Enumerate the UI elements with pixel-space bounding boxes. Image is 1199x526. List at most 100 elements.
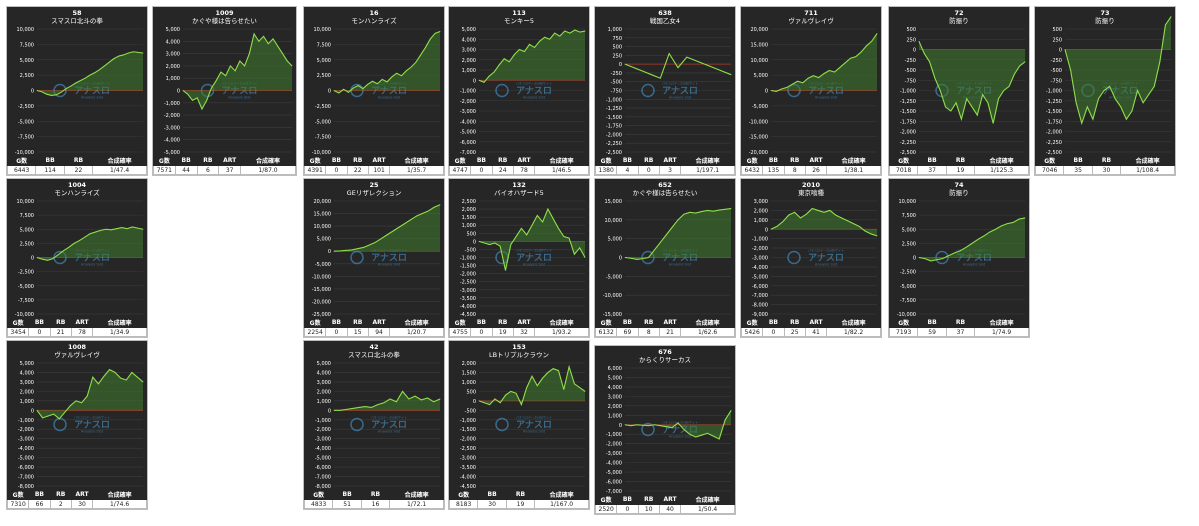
data-point (515, 392, 517, 394)
data-point (712, 67, 714, 69)
y-tick-label: -4,000 (164, 138, 180, 144)
stats-value: 37 (917, 165, 947, 175)
data-point (829, 210, 831, 211)
y-tick-label: -4,000 (315, 446, 331, 452)
y-tick-label: -6,000 (18, 465, 34, 471)
stats-value: 1/35.7 (389, 165, 444, 175)
stats-value: 135 (762, 165, 785, 175)
stats-header: BB (470, 317, 493, 328)
y-tick-label: -500 (465, 408, 476, 414)
stats-value: 26 (804, 165, 828, 175)
watermark-sub-text: Analysis Slot (963, 263, 986, 267)
data-point (51, 95, 52, 96)
stats-header: 合成確率 (534, 155, 589, 166)
data-point (58, 418, 60, 420)
y-tick-label: -250 (1051, 58, 1062, 64)
stats-value: 4747 (448, 165, 472, 175)
data-point (671, 226, 673, 228)
data-point (220, 71, 222, 73)
data-point (348, 91, 349, 93)
data-point (574, 383, 575, 385)
y-tick-label: -5,000 (315, 456, 331, 462)
y-tick-label: 2,000 (462, 58, 476, 64)
data-point (118, 55, 120, 57)
data-point (1086, 106, 1088, 108)
y-tick-label: -2,000 (606, 132, 622, 138)
series-line (624, 52, 732, 79)
stats-header: BB (325, 317, 348, 328)
stats-value-row: 7018 37 19 1/125.3 (888, 165, 1029, 175)
data-point (630, 425, 632, 427)
data-point (817, 210, 819, 211)
data-point (536, 215, 538, 216)
data-point (267, 43, 269, 45)
y-tick-label: 5,000 (608, 237, 622, 243)
series-area (334, 204, 440, 252)
data-point (876, 235, 878, 237)
stats-value: 0 (28, 327, 51, 337)
data-point (802, 82, 804, 84)
data-point (47, 259, 48, 261)
data-point (244, 65, 246, 67)
data-point (79, 240, 80, 241)
machine-number: 132 (512, 181, 526, 189)
data-point (70, 85, 72, 87)
data-point (942, 258, 943, 260)
data-point (215, 80, 217, 82)
data-point (939, 90, 941, 91)
stats-header: 合成確率 (92, 155, 147, 166)
data-point (850, 57, 851, 59)
data-point (834, 71, 835, 73)
stats-table: G数 BB RB 合成確率 7018 37 19 1/125.3 (888, 155, 1029, 175)
data-point (420, 399, 422, 401)
y-tick-label: -4,000 (460, 475, 476, 481)
stats-header: 合成確率 (92, 317, 147, 328)
data-point (770, 90, 772, 91)
y-tick-label: -2,500 (900, 270, 916, 276)
data-point (503, 58, 505, 60)
data-point (579, 387, 581, 388)
watermark-sub-text: Analysis Slot (523, 430, 546, 434)
watermark-globe-icon (495, 83, 509, 98)
data-point (971, 242, 973, 244)
data-point (788, 214, 790, 216)
y-tick-label: -7,000 (460, 150, 476, 156)
y-tick-label: 0 (473, 78, 476, 84)
data-point (433, 401, 435, 403)
watermark-sub-text: Analysis Slot (669, 435, 692, 439)
stats-value: 1/62.6 (680, 327, 735, 337)
stats-value: 41 (804, 327, 828, 337)
data-point (103, 375, 105, 377)
data-point (677, 67, 679, 69)
data-point (46, 93, 48, 95)
data-point (791, 83, 793, 85)
data-point (239, 60, 241, 62)
y-tick-label: -750 (905, 78, 916, 84)
stats-header: BB (477, 489, 507, 500)
data-point (552, 368, 554, 370)
stats-table: G数 BB RB 合成確率 7193 59 37 1/74.9 (888, 317, 1029, 337)
series-area (479, 30, 585, 83)
stats-value-row: 4747 0 24 78 1/46.5 (448, 165, 589, 175)
y-tick-label: -2,500 (315, 104, 331, 110)
stats-header: G数 (153, 155, 176, 166)
data-point (434, 32, 436, 34)
data-point (104, 65, 105, 67)
stats-header: RB (49, 489, 72, 500)
machine-chart-card: 638 戦国乙女4 1,000 750 500 250 0 -250 -500 -750 -1,00… (594, 6, 736, 176)
stats-header-row: G数 BB RB 合成確率 (888, 155, 1029, 166)
data-point (478, 400, 480, 402)
y-tick-label: -1,000 (164, 101, 180, 107)
stats-header: 合成確率 (389, 317, 444, 328)
stats-value: 1/50.4 (680, 504, 735, 514)
series-area (919, 41, 1025, 124)
y-tick-label: -3,000 (460, 288, 476, 294)
data-point (391, 76, 393, 78)
y-tick-label: -7,000 (315, 475, 331, 481)
data-point (871, 40, 873, 42)
stats-header: ART (367, 155, 391, 166)
data-point (248, 53, 250, 54)
